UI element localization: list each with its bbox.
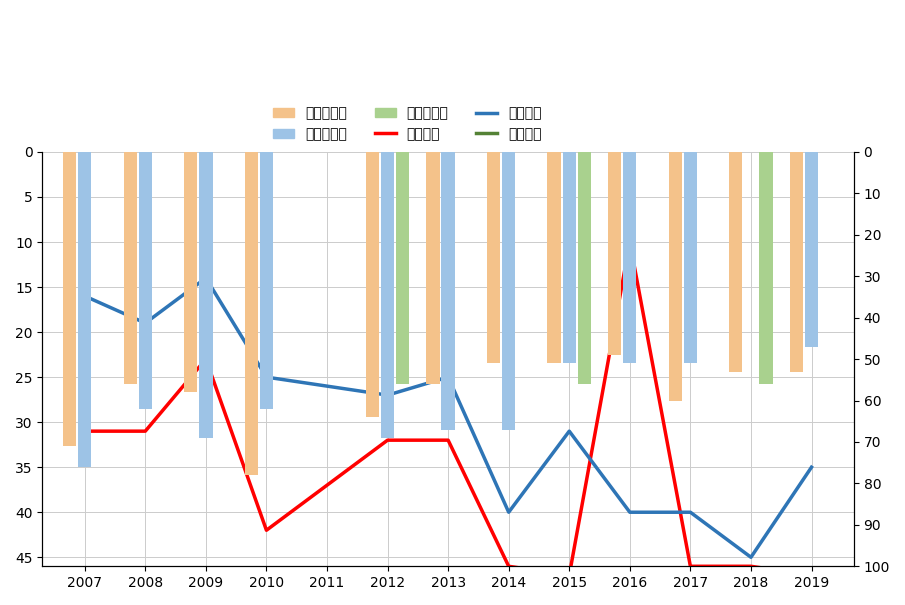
Bar bbox=[624, 152, 636, 363]
Bar bbox=[396, 152, 409, 384]
Bar bbox=[577, 152, 591, 384]
Bar bbox=[426, 152, 440, 384]
Bar bbox=[608, 152, 622, 355]
Bar bbox=[244, 152, 258, 475]
Bar bbox=[199, 152, 213, 438]
Legend: 国語正答率, 算数正答率, 理科正答率, 国語順位, 算数順位, 理科順位: 国語正答率, 算数正答率, 理科正答率, 国語順位, 算数順位, 理科順位 bbox=[268, 101, 548, 147]
Bar bbox=[442, 152, 455, 430]
Bar bbox=[683, 152, 697, 363]
Bar bbox=[502, 152, 515, 430]
Bar bbox=[184, 152, 197, 392]
Bar bbox=[366, 152, 379, 417]
Bar bbox=[563, 152, 576, 363]
Bar bbox=[381, 152, 395, 438]
Bar bbox=[669, 152, 681, 401]
Bar bbox=[78, 152, 91, 467]
Bar bbox=[548, 152, 561, 363]
Bar bbox=[63, 152, 76, 446]
Bar bbox=[260, 152, 273, 409]
Bar bbox=[138, 152, 152, 409]
Bar bbox=[729, 152, 742, 371]
Bar bbox=[123, 152, 137, 384]
Bar bbox=[790, 152, 803, 371]
Bar bbox=[805, 152, 818, 347]
Bar bbox=[487, 152, 500, 363]
Bar bbox=[759, 152, 773, 384]
